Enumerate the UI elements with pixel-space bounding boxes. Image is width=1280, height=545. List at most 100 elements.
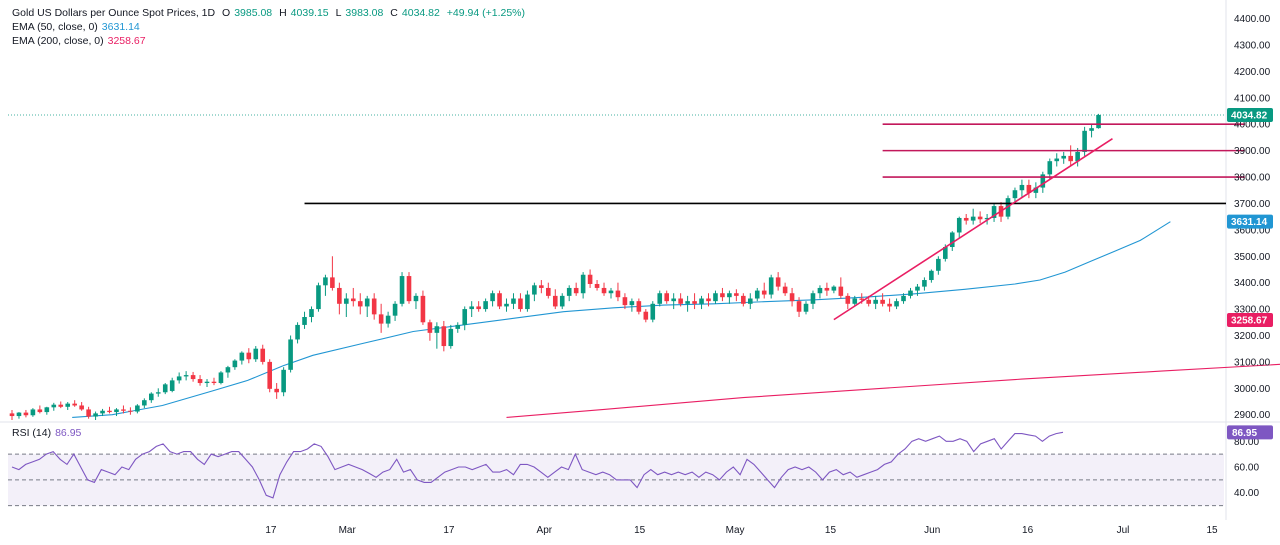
candle-body <box>629 301 635 306</box>
candle-body <box>734 293 739 296</box>
price-tick-label: 3900.00 <box>1234 146 1271 157</box>
candle-body <box>901 295 906 302</box>
rsi-value-tag-text: 86.95 <box>1232 428 1257 439</box>
candle-body <box>483 301 488 310</box>
candle-body <box>65 403 71 407</box>
candle-body <box>991 206 997 218</box>
candle-body <box>573 287 579 294</box>
candle-body <box>518 298 523 310</box>
candle-body <box>936 258 941 271</box>
time-tick-label: 16 <box>1022 525 1034 536</box>
candle-body <box>378 314 384 324</box>
candle-body <box>469 306 474 310</box>
candle-body <box>309 309 314 317</box>
candle-body <box>246 352 252 360</box>
high-value: 4039.15 <box>290 7 329 19</box>
candle-body <box>511 298 516 304</box>
candle-body <box>810 293 816 304</box>
candle-body <box>580 274 586 294</box>
candle-body <box>93 413 98 417</box>
price-tick-label: 4200.00 <box>1234 67 1271 78</box>
time-tick-label: 15 <box>634 525 646 536</box>
candle-body <box>559 295 565 307</box>
trendline <box>833 138 1113 321</box>
candle-body <box>128 410 133 412</box>
price-tick-label: 3200.00 <box>1234 331 1271 342</box>
candle-body <box>817 287 823 294</box>
candle-body <box>963 217 969 221</box>
candle-body <box>44 407 50 413</box>
candle-body <box>295 324 300 340</box>
candle-body <box>956 217 962 233</box>
candle-body <box>894 301 899 307</box>
candle-body <box>218 372 224 384</box>
candle-body <box>504 303 509 307</box>
candle-body <box>364 298 370 307</box>
time-tick-label: 17 <box>265 525 277 536</box>
candle-body <box>420 295 426 323</box>
candle-body <box>671 298 676 302</box>
ema200-label: EMA (200, close, 0) <box>12 35 104 47</box>
candle-body <box>866 299 871 304</box>
candle-body <box>922 280 927 287</box>
rsi-line <box>11 431 1064 499</box>
candle-body <box>316 285 321 310</box>
price-tag <box>1227 214 1273 229</box>
price-tag <box>1227 108 1273 123</box>
price-tick-label: 4400.00 <box>1234 14 1271 25</box>
candle-body <box>977 216 983 220</box>
candle-body <box>970 216 976 221</box>
price-tag-text: 3258.67 <box>1231 315 1268 326</box>
candle-body <box>929 270 934 281</box>
candle-body <box>225 367 231 373</box>
candle-body <box>852 298 858 304</box>
price-tag <box>1227 312 1273 327</box>
candle-body <box>100 410 105 414</box>
price-tick-label: 3500.00 <box>1234 252 1271 263</box>
time-tick-label: 15 <box>825 525 837 536</box>
indicator-lines <box>8 114 1280 418</box>
candle-body <box>803 303 809 312</box>
ema200-line <box>506 363 1280 418</box>
candle-body <box>720 293 725 298</box>
price-tick-label: 3600.00 <box>1234 225 1271 236</box>
rsi-pane <box>8 431 1224 507</box>
candle-body <box>859 298 865 300</box>
candle-body <box>114 409 119 413</box>
candle-body <box>406 276 412 302</box>
symbol-legend: Gold US Dollars per Ounce Spot Prices, 1… <box>12 7 529 20</box>
open-label: O <box>222 7 231 19</box>
candle-body <box>121 409 126 411</box>
candle-body <box>107 410 112 413</box>
candle-body <box>476 306 481 310</box>
candle-body <box>727 293 732 298</box>
price-tick-label: 4100.00 <box>1234 93 1271 104</box>
candle-body <box>190 375 196 380</box>
price-tick-label: 3400.00 <box>1234 278 1271 289</box>
price-tick-label: 4000.00 <box>1234 120 1271 131</box>
candle-body <box>253 348 259 360</box>
candle-body <box>1033 187 1039 193</box>
candle-body <box>183 375 189 377</box>
candle-body <box>413 295 419 302</box>
candle-body <box>23 412 29 416</box>
price-tick-label: 3000.00 <box>1234 384 1271 395</box>
time-tick-label: Jul <box>1117 525 1130 536</box>
rsi-label: RSI (14) <box>12 427 52 439</box>
candle-body <box>1096 115 1101 129</box>
candle-body <box>594 283 600 288</box>
candle-body <box>149 393 154 401</box>
candle-body <box>302 317 307 325</box>
candle-body <box>30 409 36 416</box>
ema50-value: 3631.14 <box>101 21 140 33</box>
candle-body <box>204 381 210 384</box>
levels-layer <box>304 123 1245 321</box>
candles-layer <box>9 113 1101 420</box>
candle-body <box>761 290 767 295</box>
candle-body <box>1054 158 1060 162</box>
rsi-tick-label: 60.00 <box>1234 463 1259 474</box>
candle-body <box>706 298 711 302</box>
candle-body <box>1047 161 1053 175</box>
candle-body <box>782 286 788 294</box>
